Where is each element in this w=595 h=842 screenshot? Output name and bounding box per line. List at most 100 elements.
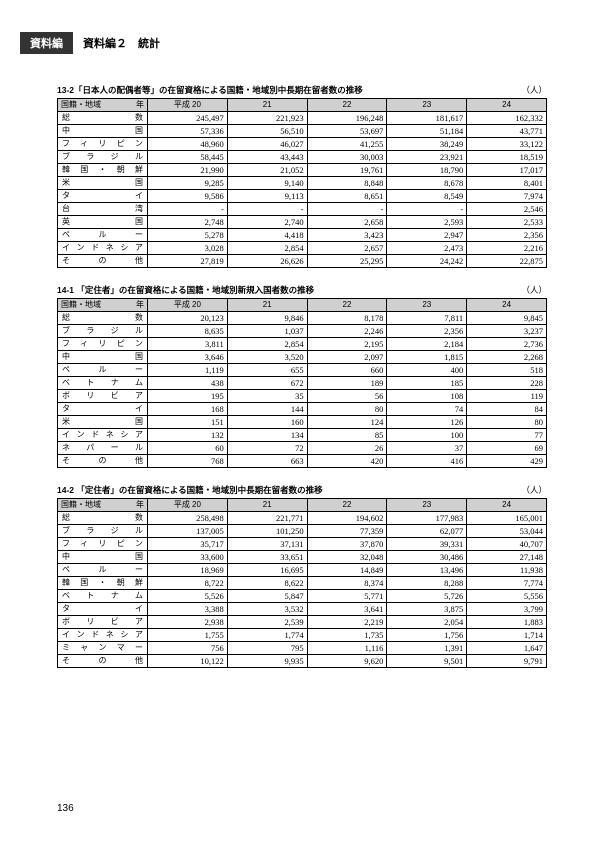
cell-value: 137,005 [148,525,228,538]
cell-value: 144 [227,403,307,416]
year-header: 24 [467,99,547,112]
year-header: 平成 20 [148,499,228,512]
cell-value: - [307,203,387,216]
cell-value: 7,811 [387,312,467,325]
cell-value: 9,845 [467,312,547,325]
cell-value: 56 [307,390,387,403]
cell-value: 795 [227,642,307,655]
cell-value: 57,336 [148,125,228,138]
cell-value: 1,815 [387,351,467,364]
cell-value: 9,285 [148,177,228,190]
header-badge: 資料編 [20,32,73,54]
cell-value: 62,077 [387,525,467,538]
cell-value: 5,526 [148,590,228,603]
row-label: ブラジル [58,525,148,538]
table-row: タイ3,3883,5323,6413,8753,799 [58,603,547,616]
cell-value: 2,054 [387,616,467,629]
table-row: ペルー5,2784,4183,4232,9472,356 [58,229,547,242]
cell-value: 126 [387,416,467,429]
cell-value: 3,646 [148,351,228,364]
row-label: 韓国・朝鮮 [58,577,148,590]
table-row: その他27,81926,62625,29524,24222,875 [58,255,547,268]
row-label: 中国 [58,351,148,364]
cell-value: 60 [148,442,228,455]
cell-value: 80 [467,416,547,429]
table-row: インドネシア1,7551,7741,7351,7561,714 [58,629,547,642]
cell-value: 168 [148,403,228,416]
table-row: タイ9,5869,1138,6518,5497,974 [58,190,547,203]
cell-value: 80 [307,403,387,416]
cell-value: 9,140 [227,177,307,190]
year-header: 23 [387,99,467,112]
content-area: 13-2「日本人の配偶者等」の在留資格による国籍・地域別中長期在留者数の推移（人… [57,84,547,684]
row-label: タイ [58,403,148,416]
cell-value: 195 [148,390,228,403]
year-header: 平成 20 [148,299,228,312]
cell-value: 51,184 [387,125,467,138]
year-header: 23 [387,499,467,512]
data-table: 国籍・地域年平成 2021222324総数245,497221,923196,2… [57,98,547,268]
cell-value: 518 [467,364,547,377]
cell-value: 101,250 [227,525,307,538]
data-table: 国籍・地域年平成 2021222324総数258,498221,771194,6… [57,498,547,668]
year-header: 22 [307,99,387,112]
table-row: 中国57,33656,51053,69751,18443,771 [58,125,547,138]
cell-value: 2,219 [307,616,387,629]
cell-value: 429 [467,455,547,468]
table-row: 中国3,6463,5202,0971,8152,268 [58,351,547,364]
cell-value: 196,248 [307,112,387,125]
cell-value: 663 [227,455,307,468]
cell-value: 85 [307,429,387,442]
row-label: タイ [58,190,148,203]
cell-value: 9,620 [307,655,387,668]
cell-value: 132 [148,429,228,442]
cell-value: 5,726 [387,590,467,603]
table-row: 韓国・朝鮮8,7228,6228,3748,2887,774 [58,577,547,590]
cell-value: 8,678 [387,177,467,190]
cell-value: 3,388 [148,603,228,616]
cell-value: 2,097 [307,351,387,364]
header-title: 資料編２ 統計 [83,35,160,51]
cell-value: 23,921 [387,151,467,164]
cell-value: 38,249 [387,138,467,151]
row-label: 中国 [58,551,148,564]
table-row: ブラジル137,005101,25077,35962,07753,044 [58,525,547,538]
cell-value: 18,790 [387,164,467,177]
corner-header: 国籍・地域年 [58,499,148,512]
table-caption: 14-2 「定住者」の在留資格による国籍・地域別中長期在留者数の推移 [57,484,323,496]
row-label: インドネシア [58,629,148,642]
table-caption: 13-2「日本人の配偶者等」の在留資格による国籍・地域別中長期在留者数の推移 [57,84,363,96]
table-row: ブラジル8,6351,0372,2462,3563,237 [58,325,547,338]
cell-value: 194,602 [307,512,387,525]
row-label: ベトナム [58,377,148,390]
year-header: 22 [307,499,387,512]
table-row: フィリピン35,71737,13137,87039,33140,707 [58,538,547,551]
cell-value: 26 [307,442,387,455]
cell-value: 8,178 [307,312,387,325]
table-row: フィリピン3,8112,8542,1952,1842,736 [58,338,547,351]
cell-value: 1,037 [227,325,307,338]
cell-value: 258,498 [148,512,228,525]
row-label: 総数 [58,512,148,525]
cell-value: 420 [307,455,387,468]
cell-value: 43,771 [467,125,547,138]
cell-value: 35 [227,390,307,403]
cell-value: 2,533 [467,216,547,229]
page-number: 136 [57,803,74,814]
cell-value: 9,846 [227,312,307,325]
cell-value: 3,520 [227,351,307,364]
cell-value: 221,771 [227,512,307,525]
cell-value: 56,510 [227,125,307,138]
row-label: 総数 [58,312,148,325]
cell-value: 22,875 [467,255,547,268]
cell-value: 672 [227,377,307,390]
cell-value: 25,295 [307,255,387,268]
cell-value: 30,003 [307,151,387,164]
table-row: インドネシア1321348510077 [58,429,547,442]
table-block: 13-2「日本人の配偶者等」の在留資格による国籍・地域別中長期在留者数の推移（人… [57,84,547,268]
cell-value: 41,255 [307,138,387,151]
cell-value: 8,622 [227,577,307,590]
cell-value: 10,122 [148,655,228,668]
row-label: フィリピン [58,338,148,351]
year-header: 22 [307,299,387,312]
